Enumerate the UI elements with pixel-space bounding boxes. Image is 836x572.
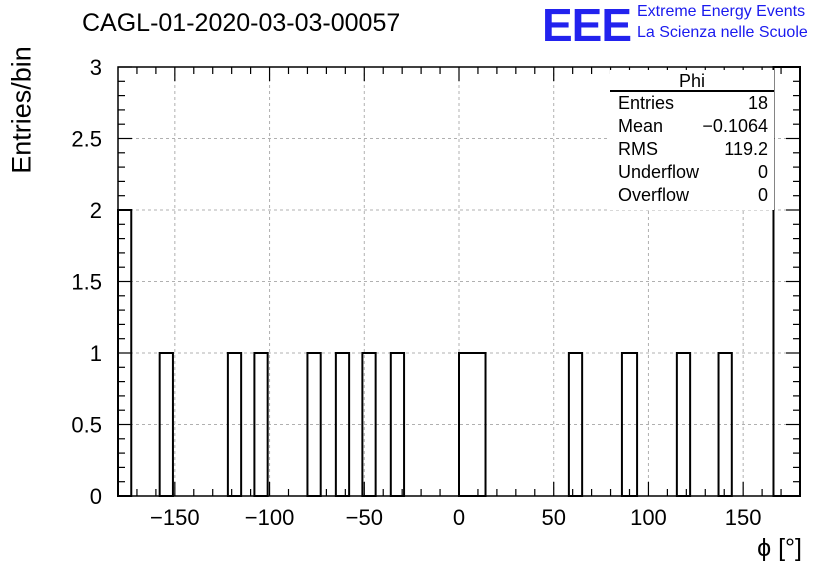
- logo-line-2: La Scienza nelle Scuole: [637, 24, 808, 41]
- x-tick-label: 0: [453, 505, 465, 530]
- stats-row-mean: Mean −0.1064: [610, 115, 774, 138]
- y-axis-ticks: 0 0.5 1 1.5 2 2.5 3: [71, 55, 800, 509]
- y-tick-label: 1: [90, 341, 102, 366]
- stats-title: Phi: [610, 70, 774, 92]
- stats-box: Phi Entries 18 Mean −0.1064 RMS 119.2 Un…: [610, 70, 774, 210]
- x-tick-label: 100: [630, 505, 667, 530]
- x-tick-label: 50: [541, 505, 565, 530]
- y-tick-label: 0.5: [71, 413, 102, 438]
- y-tick-label: 0: [90, 484, 102, 509]
- x-tick-label: 150: [725, 505, 762, 530]
- stats-row-rms: RMS 119.2: [610, 138, 774, 161]
- stats-value: 119.2: [724, 139, 768, 159]
- stats-label: Entries: [618, 93, 675, 113]
- chart-title: CAGL-01-2020-03-03-00057: [82, 9, 401, 37]
- stats-label: Overflow: [618, 185, 690, 205]
- stats-row-underflow: Underflow 0: [610, 161, 774, 184]
- stats-label: Underflow: [618, 162, 700, 182]
- stats-label: Mean: [618, 116, 664, 136]
- x-tick-label: −150: [150, 505, 200, 530]
- stats-row-entries: Entries 18: [610, 92, 774, 115]
- stats-value: 0: [757, 185, 768, 205]
- x-tick-label: −50: [346, 505, 383, 530]
- x-axis-ticks: −150 −100 −50 0 50 100 150: [136, 67, 782, 530]
- y-tick-label: 2: [90, 198, 102, 223]
- stats-row-overflow: Overflow 0: [610, 184, 774, 207]
- stats-value: 18: [747, 93, 768, 113]
- y-tick-label: 2.5: [71, 127, 102, 152]
- stats-label: RMS: [618, 139, 658, 159]
- stats-value: −0.1064: [702, 116, 768, 136]
- y-tick-label: 3: [90, 55, 102, 80]
- y-axis-label: Entries/bin: [6, 46, 37, 174]
- stats-value: 0: [757, 162, 768, 182]
- y-tick-label: 1.5: [71, 270, 102, 295]
- x-tick-label: −100: [245, 505, 295, 530]
- eee-logo: EEE: [542, 0, 632, 51]
- x-axis-label: ϕ [°]: [757, 534, 802, 562]
- logo-line-1: Extreme Energy Events: [637, 3, 806, 20]
